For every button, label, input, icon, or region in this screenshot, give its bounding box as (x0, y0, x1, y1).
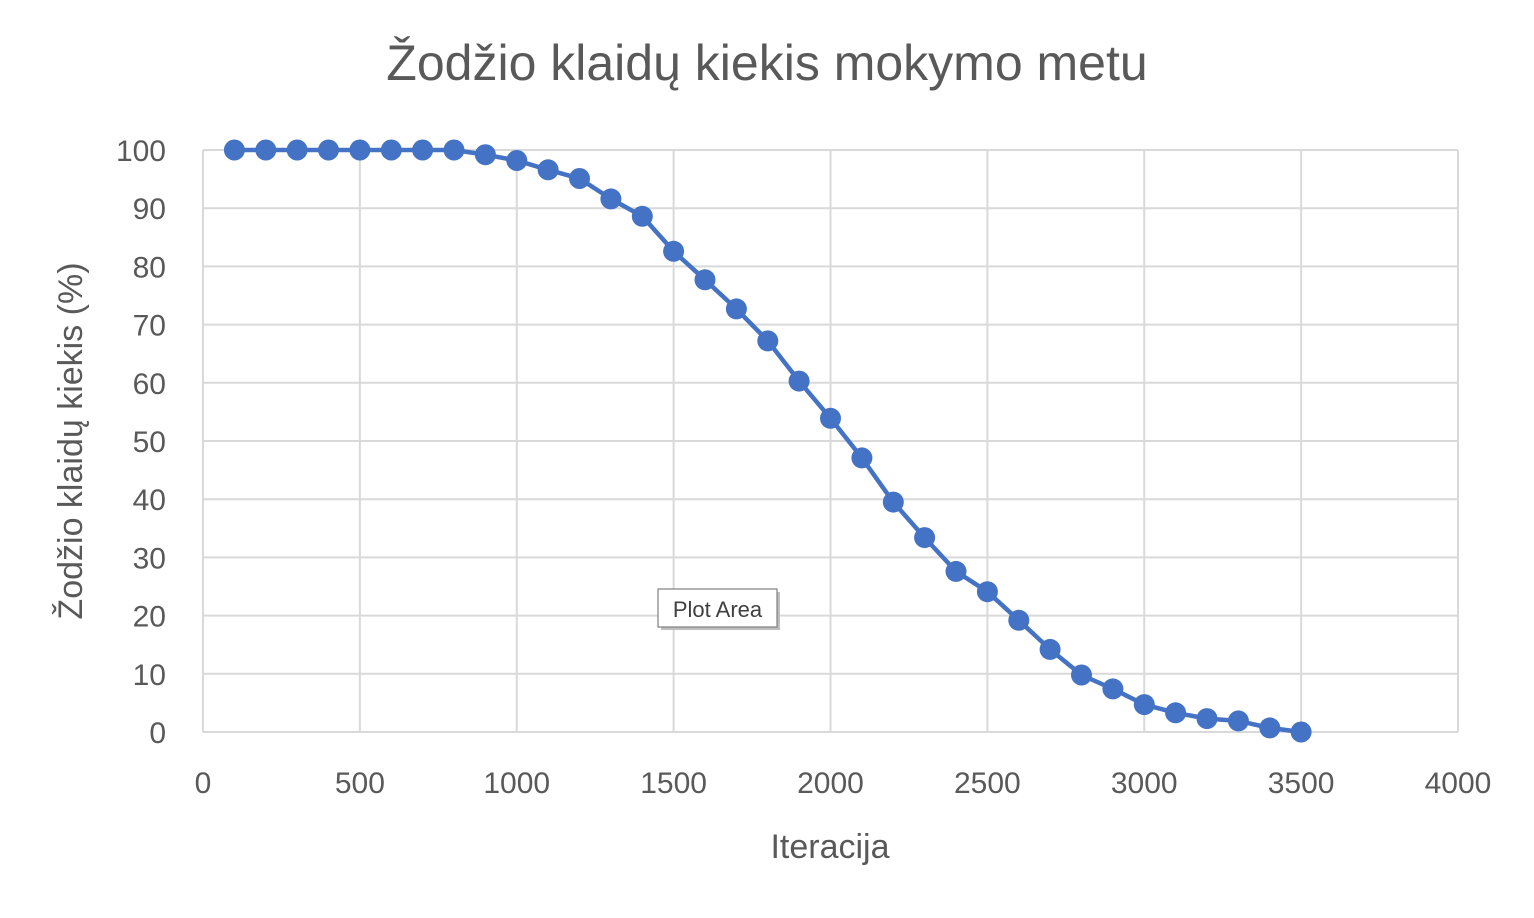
tooltip-label: Plot Area (673, 597, 763, 622)
data-point[interactable] (1039, 638, 1061, 660)
x-tick-label: 2500 (954, 767, 1021, 800)
data-point[interactable] (443, 139, 465, 161)
data-point[interactable] (380, 139, 402, 161)
y-tick-label: 90 (133, 193, 166, 226)
y-tick-label: 0 (149, 717, 166, 750)
x-tick-label: 3500 (1268, 767, 1335, 800)
data-point[interactable] (474, 144, 496, 166)
data-point[interactable] (1071, 664, 1092, 686)
gridlines (202, 149, 1459, 733)
x-tick-label: 0 (195, 767, 212, 800)
y-tick-label: 80 (133, 251, 166, 284)
y-tick-label: 10 (133, 659, 166, 692)
y-tick-label: 20 (133, 601, 166, 634)
y-tick-label: 30 (133, 542, 166, 575)
data-point[interactable] (788, 370, 810, 392)
data-point[interactable] (663, 240, 685, 262)
data-point[interactable] (318, 139, 339, 161)
x-tick-label: 4000 (1425, 767, 1492, 800)
data-point[interactable] (412, 139, 434, 161)
data-point[interactable] (1102, 678, 1124, 700)
data-point[interactable] (820, 407, 841, 429)
data-point[interactable] (1259, 717, 1281, 739)
x-tick-label: 2000 (797, 767, 864, 800)
data-point[interactable] (1290, 721, 1312, 743)
data-point[interactable] (223, 139, 245, 161)
data-point[interactable] (976, 581, 998, 603)
data-point[interactable] (631, 205, 653, 227)
data-point[interactable] (1227, 710, 1249, 732)
data-point[interactable] (1008, 609, 1030, 631)
data-point[interactable] (851, 447, 873, 469)
data-point[interactable] (882, 491, 904, 513)
plot-area-tooltip: Plot Area (657, 588, 780, 630)
data-point[interactable] (914, 527, 936, 549)
data-point[interactable] (537, 159, 559, 181)
data-point[interactable] (286, 139, 308, 161)
chart-title: Žodžio klaidų kiekis mokymo metu (386, 35, 1147, 91)
data-point[interactable] (757, 330, 779, 352)
y-tick-label: 50 (133, 426, 166, 459)
tooltip-box (657, 588, 778, 628)
data-point[interactable] (1165, 702, 1187, 724)
y-tick-label: 100 (116, 135, 166, 168)
x-axis-ticks: 0 500 1000 1500 2000 2500 3000 3500 4000 (195, 767, 1492, 800)
data-point[interactable] (725, 298, 747, 320)
data-point[interactable] (694, 269, 716, 291)
y-axis-title: Žodžio klaidų kiekis (%) (52, 262, 90, 619)
x-tick-label: 500 (335, 767, 385, 800)
x-axis-title: Iteracija (770, 828, 889, 866)
data-point[interactable] (600, 188, 622, 210)
y-tick-label: 40 (133, 484, 166, 517)
data-point[interactable] (1133, 694, 1155, 716)
x-tick-label: 3000 (1111, 767, 1178, 800)
y-tick-label: 60 (133, 368, 166, 401)
data-point[interactable] (1196, 708, 1218, 730)
data-point[interactable] (569, 168, 590, 189)
data-point[interactable] (945, 560, 967, 582)
data-point[interactable] (506, 150, 528, 171)
x-tick-label: 1500 (640, 767, 707, 800)
y-axis-ticks: 0 10 20 30 40 50 60 70 80 90 100 (116, 135, 166, 750)
data-point[interactable] (255, 139, 277, 161)
plot-area[interactable] (223, 139, 1312, 743)
x-tick-label: 1000 (483, 767, 550, 800)
data-point[interactable] (349, 139, 371, 161)
y-tick-label: 70 (133, 310, 166, 343)
